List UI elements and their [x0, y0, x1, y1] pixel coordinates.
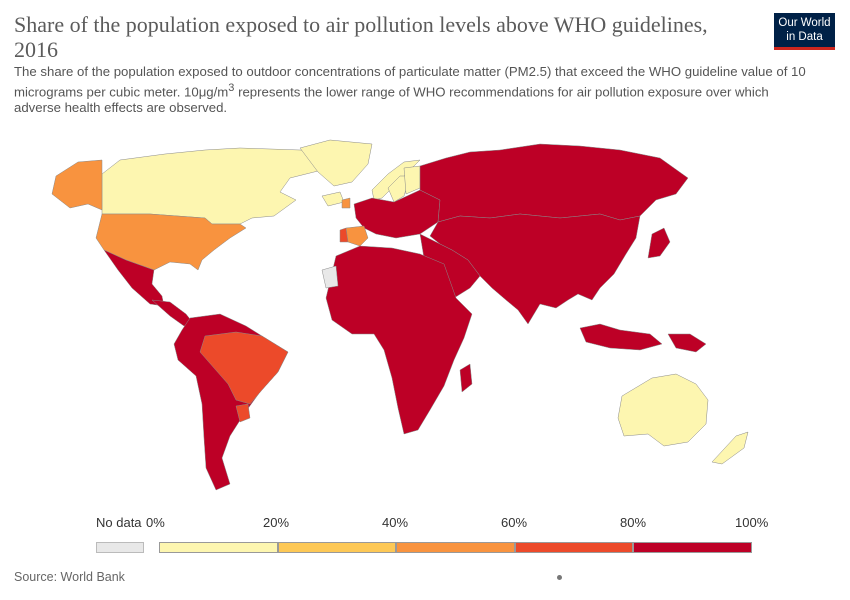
legend-no-data-label: No data — [96, 515, 142, 530]
region-africa[interactable] — [325, 245, 473, 435]
chart-subtitle: The share of the population exposed to o… — [14, 64, 814, 116]
legend-tick-60: 60% — [501, 515, 528, 530]
region-russia[interactable] — [419, 143, 689, 223]
owid-logo[interactable]: Our World in Data — [774, 13, 835, 50]
region-western-sahara[interactable] — [321, 265, 339, 289]
world-map[interactable] — [0, 138, 850, 498]
logo-line-1: Our World — [778, 17, 831, 29]
region-new-zealand[interactable] — [711, 431, 749, 465]
subtitle-superscript: 3 — [228, 82, 235, 94]
region-alaska[interactable] — [51, 159, 103, 211]
legend-bin-0[interactable] — [159, 542, 278, 553]
region-papua-new-guinea[interactable] — [667, 333, 707, 353]
region-brazil[interactable] — [199, 331, 289, 405]
region-greenland[interactable] — [299, 139, 373, 187]
legend-tick-40: 40% — [382, 515, 409, 530]
timeline-dot[interactable] — [557, 575, 562, 580]
region-madagascar[interactable] — [459, 363, 473, 393]
region-spain[interactable] — [345, 225, 369, 247]
legend-bin-1[interactable] — [277, 542, 397, 553]
legend-bin-3[interactable] — [514, 542, 634, 553]
region-canada[interactable] — [101, 147, 331, 225]
logo-line-2: in Data — [786, 31, 823, 43]
region-australia[interactable] — [617, 373, 709, 447]
region-finland[interactable] — [403, 165, 421, 195]
legend-tick-0: 0% — [146, 515, 165, 530]
region-japan[interactable] — [647, 227, 671, 259]
legend-tick-20: 20% — [263, 515, 290, 530]
source-note: Source: World Bank — [14, 570, 125, 584]
region-indonesia[interactable] — [579, 323, 663, 351]
legend-tick-80: 80% — [620, 515, 647, 530]
region-ireland[interactable] — [341, 197, 351, 209]
region-uruguay[interactable] — [235, 403, 251, 423]
legend-bin-2[interactable] — [396, 542, 515, 553]
chart-title: Share of the population exposed to air p… — [14, 12, 708, 62]
legend-tick-100: 100% — [735, 515, 769, 530]
region-portugal[interactable] — [339, 227, 349, 243]
region-iceland[interactable] — [321, 191, 345, 207]
legend-no-data-swatch — [96, 542, 144, 553]
subtitle-text-2: represents the lower range of WHO recomm… — [14, 84, 769, 116]
subtitle-text-1: The share of the population exposed to o… — [14, 64, 806, 100]
legend-bin-4[interactable] — [633, 542, 752, 553]
